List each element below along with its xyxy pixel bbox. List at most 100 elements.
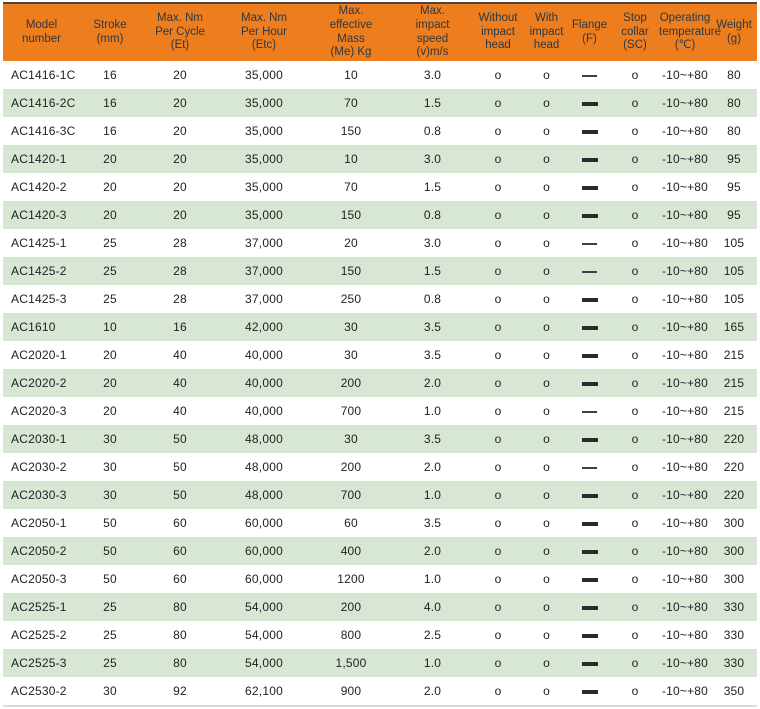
cell-et: 50: [140, 453, 220, 481]
flange-dash-thick: [581, 493, 598, 498]
cell-with_head: o: [525, 89, 568, 117]
cell-stop_collar: o: [611, 509, 659, 537]
cell-stroke: 50: [80, 509, 140, 537]
cell-temp: -10~+80: [659, 285, 711, 313]
table-row: AC1610 10 16 42,000 30 3.5 o o o -10~+80 165: [3, 313, 757, 341]
cell-temp: -10~+80: [659, 453, 711, 481]
cell-flange: [568, 565, 611, 593]
cell-stroke: 16: [80, 117, 140, 145]
table-row: AC1420-3 20 20 35,000 150 0.8 o o o -10~+80 95: [3, 201, 757, 229]
cell-speed: 3.0: [394, 145, 471, 173]
cell-weight: 220: [711, 481, 757, 509]
cell-weight: 105: [711, 285, 757, 313]
cell-without_head: o: [471, 565, 525, 593]
flange-dash-thick: [581, 605, 598, 610]
cell-stop_collar: o: [611, 341, 659, 369]
cell-without_head: o: [471, 89, 525, 117]
column-header-without_head: Without impact head: [471, 3, 525, 61]
table-row: AC2525-3 25 80 54,000 1,500 1.0 o o o -10~+80 330: [3, 649, 757, 677]
cell-without_head: o: [471, 257, 525, 285]
cell-with_head: o: [525, 621, 568, 649]
column-header-temp: Operating temperature (℃): [659, 3, 721, 61]
cell-mass: 200: [308, 593, 394, 621]
cell-without_head: o: [471, 677, 525, 706]
cell-model: AC2020-3: [3, 397, 80, 425]
cell-weight: 165: [711, 313, 757, 341]
column-header-speed: Max. impact speed (v)m/s: [394, 3, 471, 61]
cell-temp: -10~+80: [659, 117, 711, 145]
cell-temp: -10~+80: [659, 565, 711, 593]
table-row: AC2020-1 20 40 40,000 30 3.5 o o o -10~+80 215: [3, 341, 757, 369]
flange-dash-thin: [582, 466, 597, 469]
cell-etc: 48,000: [220, 481, 308, 509]
cell-speed: 1.5: [394, 257, 471, 285]
cell-et: 60: [140, 509, 220, 537]
cell-weight: 105: [711, 257, 757, 285]
cell-speed: 1.0: [394, 397, 471, 425]
cell-speed: 3.5: [394, 313, 471, 341]
cell-stop_collar: o: [611, 61, 659, 89]
cell-et: 28: [140, 229, 220, 257]
cell-et: 28: [140, 257, 220, 285]
cell-temp: -10~+80: [659, 621, 711, 649]
cell-flange: [568, 145, 611, 173]
cell-model: AC1416-1C: [3, 61, 80, 89]
cell-with_head: o: [525, 649, 568, 677]
cell-stop_collar: o: [611, 397, 659, 425]
cell-model: AC1610: [3, 313, 80, 341]
cell-with_head: o: [525, 369, 568, 397]
cell-weight: 215: [711, 369, 757, 397]
cell-flange: [568, 537, 611, 565]
cell-stroke: 20: [80, 397, 140, 425]
cell-temp: -10~+80: [659, 313, 711, 341]
cell-temp: -10~+80: [659, 649, 711, 677]
cell-weight: 95: [711, 201, 757, 229]
cell-mass: 60: [308, 509, 394, 537]
cell-temp: -10~+80: [659, 425, 711, 453]
cell-with_head: o: [525, 313, 568, 341]
cell-et: 80: [140, 649, 220, 677]
cell-speed: 0.8: [394, 201, 471, 229]
cell-model: AC2030-3: [3, 481, 80, 509]
cell-model: AC2525-2: [3, 621, 80, 649]
cell-mass: 150: [308, 257, 394, 285]
cell-model: AC2050-1: [3, 509, 80, 537]
cell-weight: 330: [711, 621, 757, 649]
flange-dash-thick: [581, 101, 598, 106]
cell-weight: 215: [711, 397, 757, 425]
cell-mass: 1,500: [308, 649, 394, 677]
column-header-model: Model number: [3, 3, 80, 61]
table-row: AC2020-3 20 40 40,000 700 1.0 o o o -10~+80 215: [3, 397, 757, 425]
table-row: AC2050-3 50 60 60,000 1200 1.0 o o o -10~+80 300: [3, 565, 757, 593]
cell-without_head: o: [471, 537, 525, 565]
cell-mass: 1200: [308, 565, 394, 593]
cell-etc: 37,000: [220, 285, 308, 313]
cell-weight: 80: [711, 89, 757, 117]
cell-speed: 1.5: [394, 173, 471, 201]
cell-stroke: 25: [80, 649, 140, 677]
flange-dash-thick: [581, 549, 598, 554]
cell-speed: 1.0: [394, 649, 471, 677]
cell-speed: 2.0: [394, 677, 471, 706]
cell-stop_collar: o: [611, 145, 659, 173]
flange-dash-thick: [581, 129, 598, 134]
column-header-et: Max. Nm Per Cycle (Et): [140, 3, 220, 61]
cell-temp: -10~+80: [659, 145, 711, 173]
cell-etc: 48,000: [220, 425, 308, 453]
cell-speed: 2.0: [394, 453, 471, 481]
flange-dash-thick: [581, 297, 598, 302]
cell-etc: 37,000: [220, 229, 308, 257]
cell-stop_collar: o: [611, 593, 659, 621]
cell-etc: 62,100: [220, 677, 308, 706]
spec-table: Model number Stroke (mm) Max. Nm Per Cycle…: [3, 2, 757, 707]
flange-dash-thick: [581, 353, 598, 358]
cell-weight: 220: [711, 453, 757, 481]
cell-weight: 350: [711, 677, 757, 706]
cell-temp: -10~+80: [659, 61, 711, 89]
cell-mass: 30: [308, 313, 394, 341]
cell-with_head: o: [525, 593, 568, 621]
cell-weight: 105: [711, 229, 757, 257]
cell-mass: 900: [308, 677, 394, 706]
cell-with_head: o: [525, 257, 568, 285]
